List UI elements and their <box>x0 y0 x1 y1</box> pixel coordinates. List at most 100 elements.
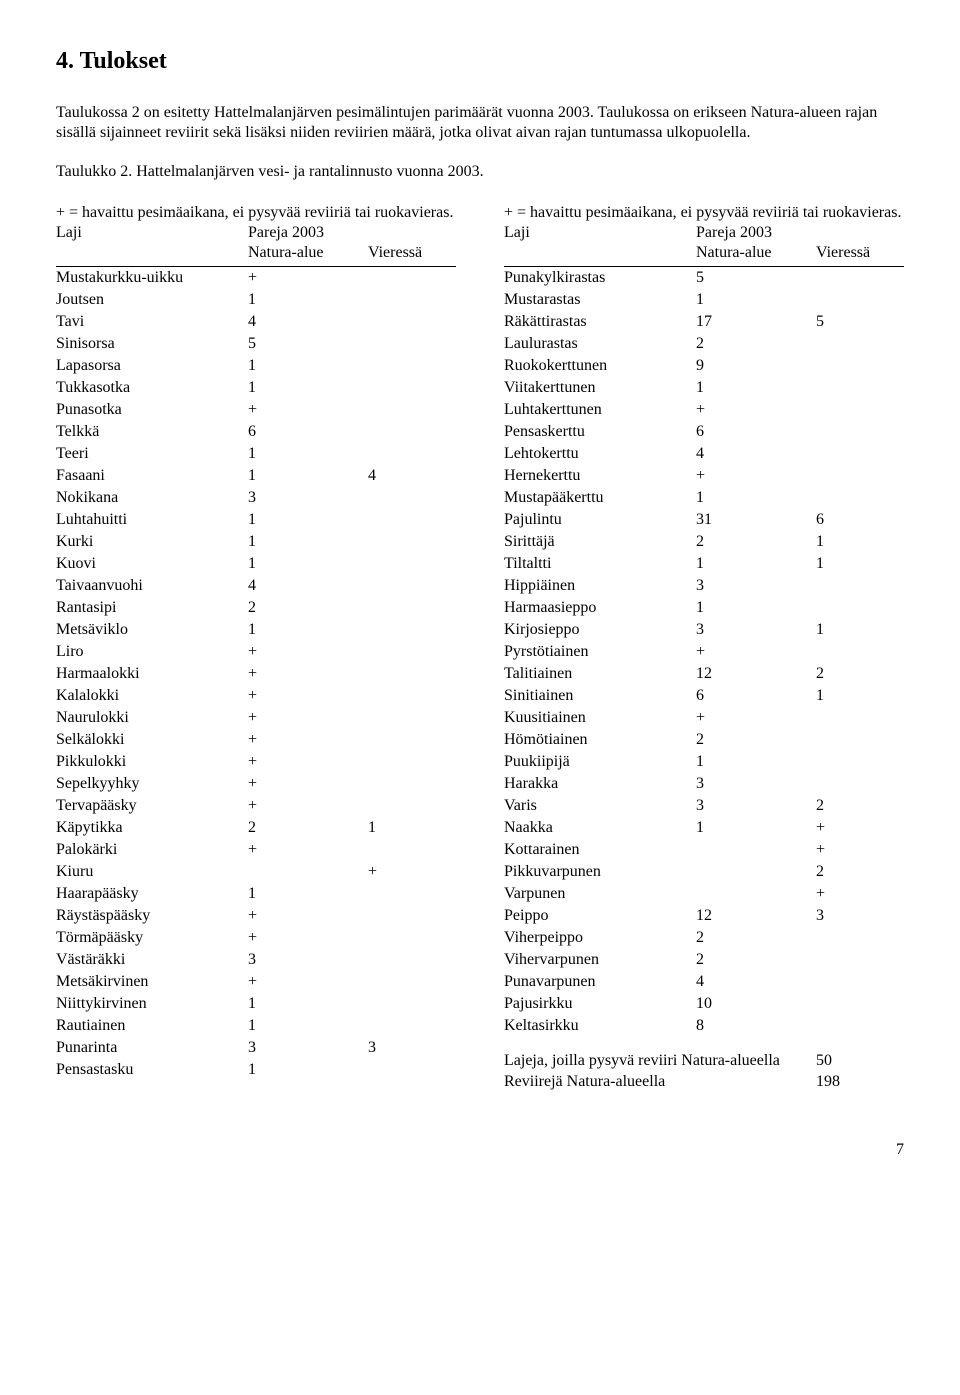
table-row: Pajusirkku10 <box>504 993 904 1015</box>
species-name: Liro <box>56 641 248 663</box>
value-vieressa: 5 <box>816 311 904 333</box>
value-natura: 8 <box>696 1015 816 1037</box>
value-vieressa <box>368 267 456 290</box>
species-name: Lapasorsa <box>56 355 248 377</box>
summary-label-1: Lajeja, joilla pysyvä reviiri Natura-alu… <box>504 1051 816 1072</box>
species-name: Pensastasku <box>56 1059 248 1081</box>
table-row: Metsäviklo1 <box>56 619 456 641</box>
table-row: Rautiainen1 <box>56 1015 456 1037</box>
species-name: Punakylkirastas <box>504 267 696 290</box>
species-name: Rantasipi <box>56 597 248 619</box>
col-header-natura: Natura-alue <box>696 244 816 267</box>
table-note-left: + = havaittu pesimäaikana, ei pysyvää re… <box>56 203 456 222</box>
value-vieressa <box>816 289 904 311</box>
col-header-natura: Natura-alue <box>248 244 368 267</box>
table-row: Lapasorsa1 <box>56 355 456 377</box>
value-natura: 3 <box>696 773 816 795</box>
species-name: Räkättirastas <box>504 311 696 333</box>
value-natura: 12 <box>696 663 816 685</box>
species-name: Käpytikka <box>56 817 248 839</box>
value-vieressa <box>368 971 456 993</box>
value-natura <box>696 861 816 883</box>
value-vieressa <box>816 399 904 421</box>
table-row: Sinitiainen61 <box>504 685 904 707</box>
value-vieressa: 1 <box>816 619 904 641</box>
value-vieressa <box>368 883 456 905</box>
value-natura: 4 <box>248 575 368 597</box>
table-row: Nokikana3 <box>56 487 456 509</box>
table-row: Harmaalokki+ <box>56 663 456 685</box>
value-natura: + <box>248 707 368 729</box>
species-name: Lehtokerttu <box>504 443 696 465</box>
species-name: Taivaanvuohi <box>56 575 248 597</box>
value-natura: + <box>248 927 368 949</box>
species-name: Selkälokki <box>56 729 248 751</box>
value-vieressa <box>368 751 456 773</box>
table-row: Lehtokerttu4 <box>504 443 904 465</box>
value-vieressa <box>816 333 904 355</box>
species-name: Kottarainen <box>504 839 696 861</box>
value-natura: 1 <box>248 883 368 905</box>
table-row: Peippo123 <box>504 905 904 927</box>
value-vieressa <box>368 597 456 619</box>
value-natura: 4 <box>696 443 816 465</box>
value-vieressa <box>368 311 456 333</box>
value-vieressa <box>816 465 904 487</box>
value-natura: 12 <box>696 905 816 927</box>
table-row: Vihervarpunen2 <box>504 949 904 971</box>
value-natura: 2 <box>696 729 816 751</box>
species-name: Tiltaltti <box>504 553 696 575</box>
table-row: Pensastasku1 <box>56 1059 456 1081</box>
value-natura: + <box>696 399 816 421</box>
species-name: Sinisorsa <box>56 333 248 355</box>
species-name: Hernekerttu <box>504 465 696 487</box>
value-vieressa: 6 <box>816 509 904 531</box>
table-row: Joutsen1 <box>56 289 456 311</box>
value-natura: + <box>248 399 368 421</box>
value-vieressa <box>816 487 904 509</box>
species-name: Laulurastas <box>504 333 696 355</box>
species-name: Pajusirkku <box>504 993 696 1015</box>
species-name: Sinitiainen <box>504 685 696 707</box>
table-row: Metsäkirvinen+ <box>56 971 456 993</box>
species-name: Kuusitiainen <box>504 707 696 729</box>
table-row: Naakka1+ <box>504 817 904 839</box>
table-row: Tavi4 <box>56 311 456 333</box>
summary-value-1: 50 <box>816 1051 904 1072</box>
value-natura: 4 <box>248 311 368 333</box>
table-row: Taivaanvuohi4 <box>56 575 456 597</box>
value-vieressa: 1 <box>368 817 456 839</box>
value-natura: + <box>248 663 368 685</box>
value-vieressa <box>816 355 904 377</box>
value-vieressa <box>368 641 456 663</box>
value-natura: + <box>248 905 368 927</box>
table-row: Pyrstötiainen+ <box>504 641 904 663</box>
table-row: Niittykirvinen1 <box>56 993 456 1015</box>
value-natura: 10 <box>696 993 816 1015</box>
col-header-vieressa: Vieressä <box>816 244 904 267</box>
value-vieressa <box>816 927 904 949</box>
value-natura: 1 <box>696 289 816 311</box>
value-vieressa: 3 <box>816 905 904 927</box>
table-row: Punavarpunen4 <box>504 971 904 993</box>
table-note-right: + = havaittu pesimäaikana, ei pysyvää re… <box>504 203 904 222</box>
value-vieressa <box>368 773 456 795</box>
value-vieressa <box>816 993 904 1015</box>
value-vieressa <box>368 993 456 1015</box>
value-natura: 9 <box>696 355 816 377</box>
value-natura: 1 <box>248 465 368 487</box>
value-natura: 1 <box>248 289 368 311</box>
table-row: Liro+ <box>56 641 456 663</box>
value-vieressa <box>368 663 456 685</box>
table-row: Hernekerttu+ <box>504 465 904 487</box>
value-natura: + <box>248 729 368 751</box>
table-row: Kurki1 <box>56 531 456 553</box>
value-vieressa <box>368 707 456 729</box>
value-natura: + <box>248 267 368 290</box>
value-vieressa <box>368 355 456 377</box>
species-name: Luhtakerttunen <box>504 399 696 421</box>
intro-paragraph: Taulukossa 2 on esitetty Hattelmalanjärv… <box>56 103 904 143</box>
value-vieressa: + <box>816 839 904 861</box>
value-vieressa <box>368 619 456 641</box>
table-row: Punasotka+ <box>56 399 456 421</box>
